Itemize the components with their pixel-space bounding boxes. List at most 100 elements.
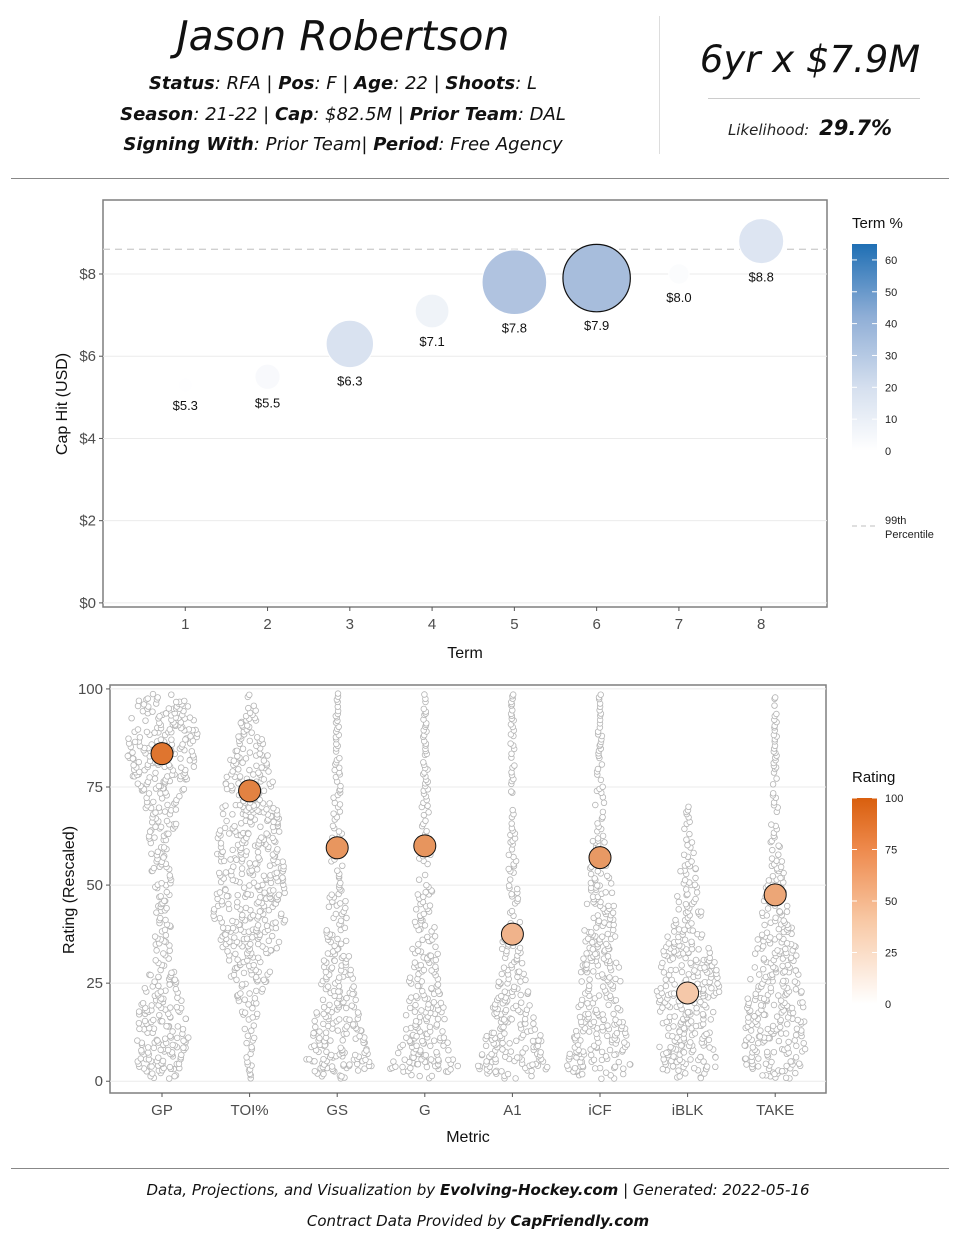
- rating-x-tick-label: TAKE: [756, 1102, 794, 1119]
- league-dot: [229, 846, 236, 854]
- league-dot: [681, 825, 688, 833]
- league-dot: [141, 985, 148, 992]
- league-dot: [335, 988, 342, 995]
- league-dot: [751, 964, 758, 971]
- league-dot: [323, 927, 330, 934]
- league-dot: [599, 808, 607, 816]
- league-dot: [227, 856, 234, 863]
- info-line-signing: Signing With: Prior Team| Period: Free A…: [123, 134, 563, 155]
- league-dot: [501, 1030, 508, 1037]
- league-dot: [432, 963, 439, 970]
- league-dot: [681, 936, 689, 943]
- league-dot: [769, 1022, 777, 1030]
- league-dot: [754, 945, 761, 952]
- league-dot: [799, 999, 806, 1006]
- league-dot: [439, 1028, 446, 1035]
- league-dot: [782, 945, 789, 953]
- header-divider: [659, 16, 660, 154]
- league-dot: [744, 995, 751, 1002]
- league-dot: [336, 764, 343, 771]
- league-dot: [509, 806, 516, 814]
- league-dot: [537, 1032, 544, 1039]
- league-dot: [311, 1042, 318, 1049]
- league-dot: [427, 952, 435, 959]
- rating-legend-title: Rating: [852, 769, 895, 786]
- league-dot: [225, 900, 232, 908]
- league-dot: [757, 1027, 764, 1034]
- league-dot: [173, 1004, 180, 1011]
- league-dot: [169, 1028, 176, 1035]
- cap-label: Cap: [274, 104, 314, 125]
- league-dot: [710, 1008, 717, 1016]
- league-dot: [153, 947, 160, 954]
- league-dot: [656, 1043, 663, 1051]
- league-dot: [134, 702, 142, 710]
- league-dot: [316, 1028, 323, 1035]
- league-dot: [693, 1005, 700, 1012]
- rating-legend-tick-label: 50: [885, 896, 897, 908]
- league-dot: [407, 994, 415, 1001]
- cap-bubble-term-4: [414, 293, 450, 329]
- league-dot: [777, 1023, 784, 1031]
- league-dot: [336, 974, 343, 981]
- league-dot: [162, 710, 170, 717]
- league-dot: [243, 722, 251, 729]
- league-dot: [683, 836, 690, 843]
- league-dot: [255, 954, 262, 961]
- league-dot: [518, 960, 526, 967]
- rating-chart-x-ticks: GP TOI% GS G A1 iCF iBLK TAKE: [151, 1093, 794, 1119]
- league-dot: [620, 1070, 627, 1078]
- league-dot: [505, 851, 512, 859]
- league-dot: [129, 755, 137, 762]
- league-dot: [564, 1062, 571, 1069]
- footer-source-link[interactable]: Evolving-Hockey.com: [439, 1181, 619, 1199]
- league-dot: [229, 917, 236, 925]
- league-dot: [602, 1053, 610, 1060]
- league-dot: [172, 698, 180, 706]
- league-dot: [576, 1013, 584, 1021]
- league-dot: [764, 1048, 771, 1056]
- league-dot: [530, 1014, 537, 1021]
- league-dot: [751, 1013, 758, 1020]
- cap-bubble-term-6: [562, 243, 631, 313]
- player-rating-iblk: [676, 981, 700, 1005]
- league-dot: [238, 981, 246, 988]
- footer2-source-link[interactable]: CapFriendly.com: [510, 1212, 650, 1230]
- league-dot: [310, 1029, 317, 1037]
- league-dot: [528, 1072, 535, 1080]
- league-dot: [350, 983, 357, 990]
- league-dot: [413, 1033, 420, 1040]
- league-dot: [769, 873, 777, 880]
- league-dot: [621, 1039, 628, 1046]
- rating-chart-panel: [109, 684, 827, 1094]
- league-dot: [591, 875, 598, 882]
- term-legend-tick-label: 50: [885, 287, 897, 299]
- league-dot: [792, 1054, 800, 1061]
- league-dot: [223, 773, 230, 781]
- league-dot: [421, 871, 429, 879]
- league-dot: [615, 964, 623, 971]
- league-dot: [136, 1025, 143, 1033]
- league-dot: [482, 1042, 490, 1049]
- cap-chart-grid: [103, 273, 827, 604]
- league-dot: [154, 848, 161, 855]
- league-dot: [151, 834, 158, 841]
- league-dot: [131, 738, 139, 746]
- league-dot: [599, 983, 607, 990]
- rating-y-tick-label: 50: [86, 877, 103, 894]
- league-dot: [240, 969, 248, 977]
- league-dot: [604, 872, 611, 880]
- league-dot: [583, 900, 591, 908]
- league-dot: [754, 936, 761, 943]
- league-dot: [311, 1067, 318, 1075]
- league-dot: [586, 1028, 593, 1035]
- league-dot: [182, 1015, 189, 1022]
- league-dot: [598, 1048, 606, 1056]
- league-dot: [768, 821, 775, 828]
- league-dot: [158, 880, 165, 887]
- league-dot: [578, 996, 586, 1004]
- cap-x-tick-label: 6: [592, 616, 600, 633]
- league-dot: [135, 697, 143, 704]
- league-dot: [428, 967, 435, 974]
- league-dot: [156, 1012, 163, 1019]
